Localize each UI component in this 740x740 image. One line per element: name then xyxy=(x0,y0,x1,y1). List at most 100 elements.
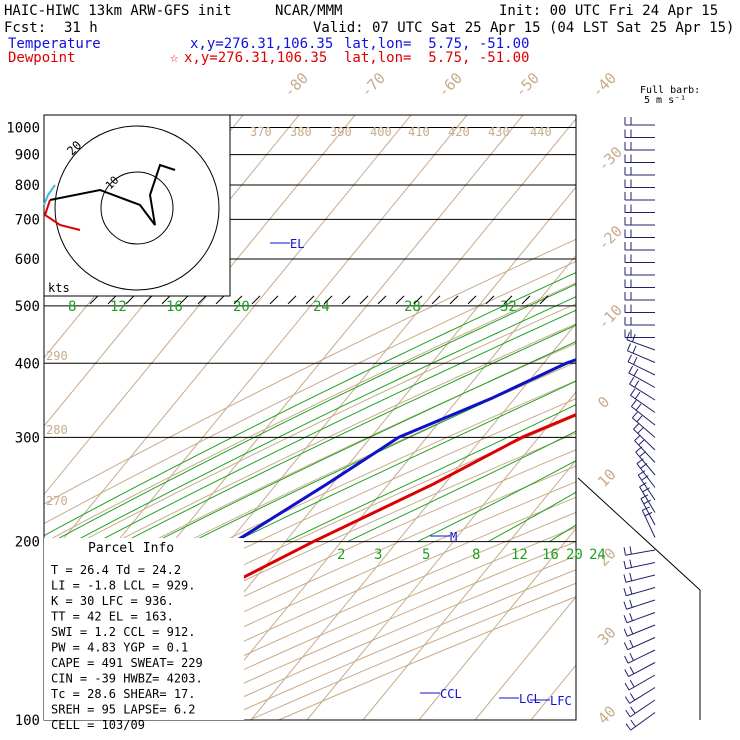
theta-label: 430 xyxy=(488,125,510,139)
wind-barb-flag xyxy=(623,628,628,637)
hatch-mark xyxy=(485,295,495,305)
pressure-label: 700 xyxy=(15,212,40,228)
parcel-row: LI = -1.8 LCL = 929. xyxy=(51,579,196,593)
moist-adiabat-line xyxy=(234,380,576,543)
wind-barb xyxy=(623,572,656,583)
plot-frame xyxy=(43,114,577,721)
wind-barb-flag xyxy=(644,511,653,517)
dewpoint-location: x,y=276.31,106.35 xyxy=(184,50,328,66)
theta-label: 410 xyxy=(408,125,430,139)
pressure-label: 200 xyxy=(15,535,40,551)
moist-adiabat-line xyxy=(73,296,576,543)
wind-barb-shaft xyxy=(625,549,656,556)
el-label: EL xyxy=(290,237,304,251)
wind-barb xyxy=(624,674,656,691)
isotherm-line xyxy=(362,459,576,720)
mixing-ratio-label: 8 xyxy=(472,547,480,563)
wind-barb xyxy=(624,292,655,301)
mixing-ratio-label: 32 xyxy=(500,299,517,315)
temperature-location: x,y=276.31,106.35 xyxy=(190,36,334,52)
m-label: M xyxy=(450,530,457,544)
theta-label: 290 xyxy=(46,349,68,363)
dewpoint-line xyxy=(44,358,576,694)
dry-adiabat-line xyxy=(220,569,576,720)
isotherm-line xyxy=(418,527,576,720)
mixing-ratio-label: 8 xyxy=(68,299,76,315)
wind-barb xyxy=(626,343,656,363)
parcel-row: K = 30 LFC = 936. xyxy=(51,594,174,608)
wind-barb-shaft xyxy=(634,440,656,463)
wind-barb xyxy=(633,423,656,451)
wind-barb-shaft xyxy=(630,394,656,413)
wind-barb xyxy=(624,649,656,664)
hodograph-frame xyxy=(43,114,231,297)
wind-barb-flag xyxy=(634,391,641,400)
wind-barb-shaft xyxy=(629,687,656,704)
parcel-row: SREH = 95 LAPSE= 6.2 xyxy=(51,703,196,717)
wind-barb-flag xyxy=(632,357,638,365)
hatch-mark xyxy=(431,295,441,305)
wind-barb xyxy=(624,304,655,313)
hatch-mark xyxy=(197,295,207,305)
wind-barb-flag xyxy=(643,499,652,505)
wind-barb-flag xyxy=(639,482,647,488)
parcel-row: CELL = 103/09 xyxy=(51,718,145,732)
pressure-label: 1000 xyxy=(6,121,40,137)
dewpoint-legend: Dewpoint xyxy=(8,50,76,66)
wind-barb xyxy=(630,399,656,426)
wind-barb-flag xyxy=(629,639,634,648)
dry-adiabat-line xyxy=(44,260,576,525)
hodograph-unit: kts xyxy=(48,281,70,295)
mixing-ratio-label: 20 xyxy=(566,547,583,563)
wind-barb xyxy=(624,154,655,163)
parcel-row: TT = 42 EL = 163. xyxy=(51,610,174,624)
hatch-mark xyxy=(107,295,117,305)
lcl-label: LCL xyxy=(519,692,541,706)
wind-barb-flag xyxy=(635,446,643,453)
moist-adiabat-line xyxy=(285,404,576,543)
wind-barb-shaft xyxy=(625,562,656,570)
mixing-ratio-label: 20 xyxy=(233,299,250,315)
wind-barb-flag xyxy=(627,354,632,363)
wind-barb-flag xyxy=(637,470,646,476)
wind-barb-flag xyxy=(641,475,649,481)
parcel-info-box: Parcel Info T = 26.4 Td = 24.2 LI = -1.8 L… xyxy=(44,538,244,732)
wind-barb-shaft xyxy=(628,372,656,388)
init-time: Init: 00 UTC Fri 24 Apr 15 xyxy=(499,3,719,19)
mixing-ratio-label: 12 xyxy=(511,547,528,563)
hatch-mark xyxy=(233,295,243,305)
wind-barb xyxy=(623,599,656,610)
chart-series xyxy=(44,358,576,720)
wind-barb-flag xyxy=(623,601,627,610)
barb-legend-unit: 5 m s⁻¹ xyxy=(644,95,687,106)
wind-barb-flag xyxy=(625,723,632,731)
wind-barb-flag xyxy=(640,463,648,469)
wind-barb xyxy=(624,167,655,176)
mixing-ratio-label: 16 xyxy=(542,547,559,563)
hatch-mark xyxy=(449,295,459,305)
wind-barb xyxy=(625,699,656,718)
parcel-row: CAPE = 491 SWEAT= 229 xyxy=(51,656,203,670)
wind-barb xyxy=(624,687,656,704)
moist-adiabat-line xyxy=(44,272,576,537)
wind-barb-flag xyxy=(632,345,637,354)
isotherm-label: -20 xyxy=(594,222,626,254)
isotherm-line xyxy=(44,115,356,496)
model-title: HAIC-HIWC 13km ARW-GFS init xyxy=(4,3,232,19)
wind-barb xyxy=(630,388,656,413)
dry-adiabat-line xyxy=(44,342,576,598)
wind-barb-flag xyxy=(642,487,650,493)
pressure-label: 500 xyxy=(15,299,40,315)
mixing-ratio-label: 12 xyxy=(110,299,127,315)
wind-barb xyxy=(624,217,655,226)
wind-barb-flag xyxy=(640,494,649,499)
isotherm-label: 30 xyxy=(594,623,620,649)
isotherm-line xyxy=(474,596,576,720)
wind-barb xyxy=(623,637,656,651)
barb-legend: Full barb: xyxy=(640,85,701,96)
isotherm-label: -30 xyxy=(594,143,626,175)
isotherm-label: -10 xyxy=(594,301,626,333)
mixing-ratio-line xyxy=(719,115,740,306)
wind-barb-flag xyxy=(624,655,629,664)
fcst-label: Fcst: xyxy=(4,20,47,36)
